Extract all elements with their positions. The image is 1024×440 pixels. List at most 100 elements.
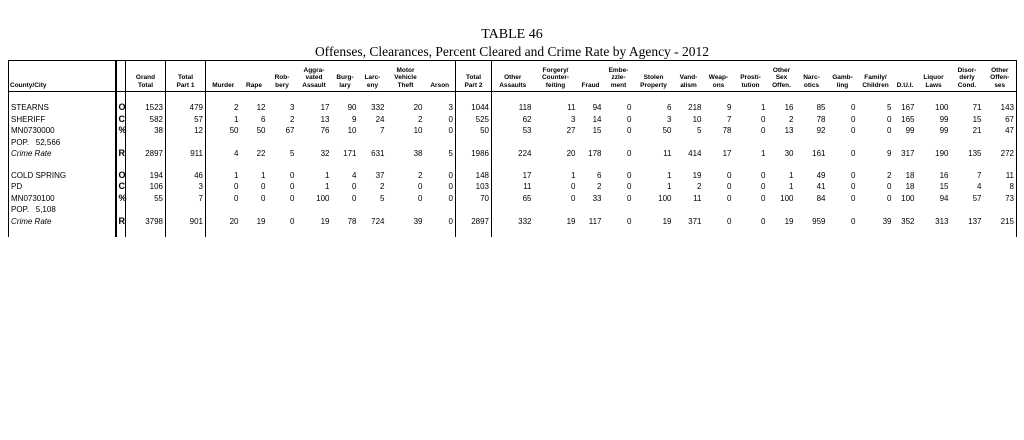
cell-value: 137: [968, 216, 982, 226]
cell-value: 7: [165, 192, 206, 204]
cell-value: 65: [491, 192, 534, 204]
header-line: Embe-: [608, 66, 629, 74]
cell-value: 190: [935, 149, 949, 159]
spacer: [578, 92, 604, 103]
cell-value: 19: [256, 216, 266, 226]
spacer: [704, 227, 734, 237]
cell-value: 78: [347, 216, 357, 226]
cell-value: 5: [380, 193, 385, 203]
spacer: [984, 227, 1017, 237]
column-header: Grand Total: [125, 60, 166, 92]
cell-value: 0: [418, 182, 423, 192]
header-line: Property: [640, 81, 667, 89]
column-header: Vand-alism: [673, 60, 704, 92]
spacer: [858, 160, 894, 170]
cell-value: 1: [571, 170, 576, 180]
cell-value: [534, 204, 578, 216]
cell-value: [604, 204, 634, 216]
cell-value: 3: [667, 114, 672, 124]
spacer: [268, 160, 297, 170]
spacer: [604, 92, 634, 103]
header-line: ses: [994, 81, 1006, 89]
data-row: COLD SPRING O 194 46 1 1 0 1 4 37 2 0 148 17 1 6 0 1 19 0 0 1…: [9, 169, 1017, 181]
column-header: Rob-bery: [267, 60, 297, 92]
cell-value: 0: [727, 170, 732, 180]
cell-value: 1: [325, 170, 330, 180]
cell-value: 10: [413, 126, 423, 136]
spacer: [241, 160, 268, 170]
cell-value: 161: [812, 149, 826, 159]
spacer: [425, 160, 456, 170]
header-line: County/City: [10, 81, 47, 89]
cell-value: [674, 137, 704, 149]
header-line: feiting: [545, 81, 566, 89]
cell-value: 3: [290, 103, 295, 113]
spacer: [894, 227, 917, 237]
cell-value: 21: [972, 126, 982, 136]
cell-value: 0: [887, 114, 892, 124]
header-line: Vehicle: [394, 74, 417, 81]
cell-value: 78: [816, 114, 826, 124]
header-line: zzle-: [611, 74, 626, 81]
cell-value: 1: [325, 182, 330, 192]
cell-value: 12: [256, 103, 266, 113]
column-header: Other Assaults: [491, 60, 534, 92]
cell-value: 0: [352, 193, 357, 203]
column-header: Total Part 2: [455, 60, 492, 92]
header-line: Arson: [430, 81, 450, 89]
cell-value: 0: [761, 126, 766, 136]
header-line: Motor: [396, 66, 415, 74]
cell-value: [205, 136, 241, 148]
cell-value: 15: [972, 114, 982, 124]
cell-value: 67: [285, 126, 295, 136]
header-line: ment: [610, 81, 627, 89]
column-header: Burg-lary: [331, 60, 359, 92]
spacer: [894, 160, 917, 170]
cell-value: 39: [413, 216, 423, 226]
cell-value: [359, 204, 387, 216]
cell-value: 143: [1000, 103, 1014, 113]
cell-value: 13: [320, 114, 330, 124]
cell-value: 1: [761, 149, 766, 159]
cell-value: 0: [290, 170, 295, 180]
cell-value: 67: [1005, 114, 1014, 124]
spacer: [455, 227, 492, 237]
column-header: Larc-eny: [358, 60, 387, 92]
cell-value: [634, 204, 674, 216]
subtitle: Offenses, Clearances, Percent Cleared an…: [314, 44, 710, 59]
cell-value: 57: [165, 113, 206, 125]
spacer: [634, 227, 674, 237]
spacer: [951, 227, 984, 237]
cell-value: [425, 137, 456, 149]
cell-value: [387, 204, 425, 216]
spacer: [387, 227, 425, 237]
header-line: Stolen: [643, 74, 664, 81]
cell-value: 24: [375, 114, 385, 124]
cell-value: 9: [352, 114, 357, 124]
spacer: [455, 91, 492, 102]
column-header: Gamb-ling: [827, 60, 858, 92]
cell-value: 0: [627, 216, 632, 226]
cell-value: 14: [592, 114, 602, 124]
data-row: MN0730100% 55 7 0 0 0 100 0 5 0 0 70 65 0 33 0 100 11 0 0 10…: [9, 192, 1017, 204]
cell-value: 17: [491, 169, 534, 181]
cell-value: 1986: [455, 148, 492, 160]
cell-value: 99: [939, 126, 949, 136]
cell-value: 3: [165, 181, 206, 193]
cell-value: [768, 137, 796, 149]
cell-value: 11: [567, 103, 576, 113]
cell-value: 0: [727, 216, 732, 226]
header-line: Other: [504, 74, 522, 81]
cell-value: 0: [761, 114, 766, 124]
header-line: Murder: [212, 81, 235, 89]
spacer: [297, 160, 332, 170]
cell-value: [704, 137, 734, 149]
cell-value: 0: [627, 182, 632, 192]
cell-value: 218: [688, 103, 702, 113]
cell-value: 0: [727, 182, 732, 192]
header-line: derly: [959, 74, 975, 81]
cell-value: 103: [455, 181, 492, 193]
cell-value: 0: [261, 182, 266, 192]
cell-value: 2: [205, 102, 241, 114]
spacer: [165, 227, 206, 237]
